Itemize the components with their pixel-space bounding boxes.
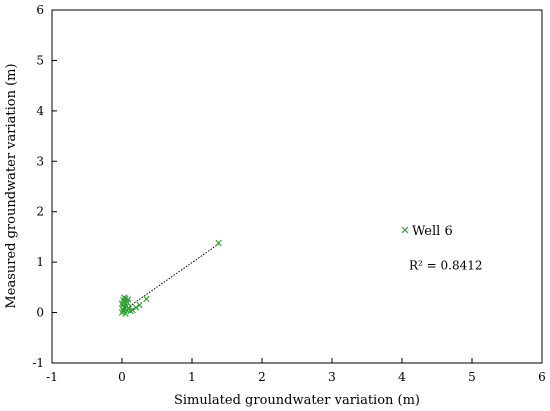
x-tick-label: -1 bbox=[46, 370, 58, 384]
r-squared-annotation: R² = 0.8412 bbox=[409, 259, 483, 273]
y-tick-label: 6 bbox=[36, 3, 44, 17]
data-point bbox=[125, 296, 132, 303]
x-axis-title: Simulated groundwater variation (m) bbox=[174, 393, 420, 408]
x-tick-label: 2 bbox=[258, 370, 266, 384]
y-tick-label: 5 bbox=[36, 53, 44, 67]
y-tick-label: 0 bbox=[36, 306, 44, 320]
y-axis: -1 0 1 2 3 4 5 6 bbox=[32, 3, 57, 370]
legend-marker-well-6 bbox=[401, 226, 409, 234]
x-tick-label: 0 bbox=[118, 370, 126, 384]
y-tick-label: 3 bbox=[36, 154, 44, 168]
legend-label-well-6: Well 6 bbox=[412, 224, 453, 239]
y-tick-label: 2 bbox=[36, 205, 44, 219]
x-tick-label: 4 bbox=[398, 370, 406, 384]
data-point bbox=[123, 306, 131, 314]
x-tick-label: 5 bbox=[468, 370, 476, 384]
data-points bbox=[118, 239, 222, 317]
data-point bbox=[129, 306, 136, 314]
plot-area bbox=[51, 9, 543, 364]
data-point bbox=[143, 295, 150, 303]
x-tick-label: 1 bbox=[188, 370, 196, 384]
x-axis: -1 0 1 2 3 4 5 6 bbox=[46, 358, 546, 384]
data-point bbox=[118, 300, 126, 307]
data-point bbox=[120, 308, 127, 315]
data-point bbox=[132, 304, 140, 311]
legend: Well 6 bbox=[401, 224, 453, 239]
x-tick-label: 6 bbox=[538, 370, 546, 384]
x-tick-label: 3 bbox=[328, 370, 336, 384]
y-axis-title: Measured groundwater variation (m) bbox=[4, 63, 19, 308]
y-tick-label: 1 bbox=[36, 255, 44, 269]
y-tick-label: -1 bbox=[32, 356, 44, 370]
data-point bbox=[215, 239, 222, 247]
data-point bbox=[136, 301, 143, 309]
data-point bbox=[120, 294, 128, 301]
legend-marker-cross bbox=[401, 226, 409, 234]
y-tick-label: 4 bbox=[36, 104, 44, 118]
